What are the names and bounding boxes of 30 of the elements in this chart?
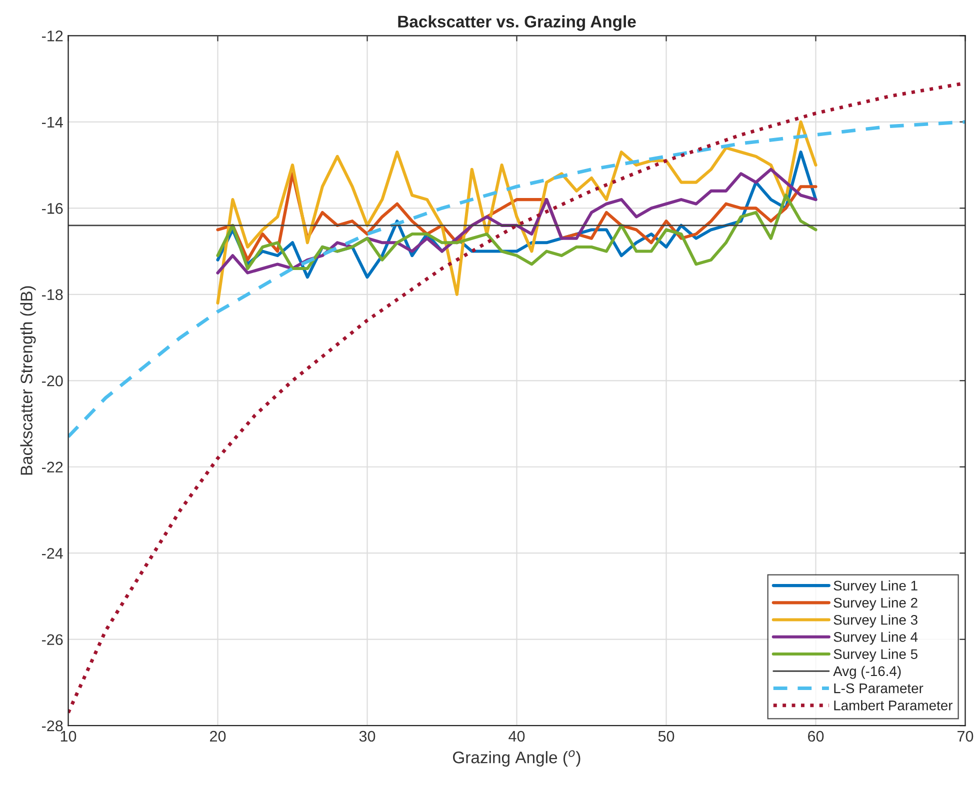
legend-label: Survey Line 3 bbox=[834, 614, 918, 628]
x-tick-label: 40 bbox=[508, 730, 525, 742]
y-tick-label: -22 bbox=[42, 462, 63, 472]
y-tick-label: -12 bbox=[42, 30, 63, 42]
legend-label: Survey Line 1 bbox=[834, 580, 918, 594]
x-tick-label: 10 bbox=[60, 730, 76, 742]
y-tick-label: -26 bbox=[42, 634, 63, 646]
x-tick-label: 70 bbox=[958, 730, 974, 742]
y-tick-label: -24 bbox=[42, 548, 63, 559]
y-tick-label: -28 bbox=[42, 720, 63, 732]
chart-title: Backscatter vs. Grazing Angle bbox=[398, 15, 636, 31]
legend-label: L-S Parameter bbox=[834, 683, 924, 694]
legend-label: Survey Line 2 bbox=[834, 597, 918, 610]
x-tick-label: 30 bbox=[359, 730, 376, 742]
line-series bbox=[68, 120, 966, 438]
x-tick-label: 20 bbox=[210, 730, 226, 742]
legend-label: Lambert Parameter bbox=[834, 700, 953, 710]
y-tick-label: -16 bbox=[42, 203, 63, 214]
y-axis-title: Backscatter Strength (dB) bbox=[20, 286, 36, 475]
x-axis-title: Grazing Angle ($^{o}$) bbox=[453, 750, 580, 767]
line-series bbox=[216, 194, 818, 270]
legend-label: Avg (-16.4) bbox=[833, 666, 901, 679]
y-tick-label: -18 bbox=[42, 289, 63, 300]
legend-label: Survey Line 4 bbox=[834, 632, 918, 645]
line-series bbox=[216, 120, 818, 305]
y-tick-label: -14 bbox=[42, 116, 63, 128]
x-tick-label: 50 bbox=[658, 730, 674, 742]
x-tick-label: 60 bbox=[808, 730, 824, 742]
y-tick-label: -20 bbox=[42, 376, 63, 386]
legend-label: Survey Line 5 bbox=[834, 648, 918, 662]
